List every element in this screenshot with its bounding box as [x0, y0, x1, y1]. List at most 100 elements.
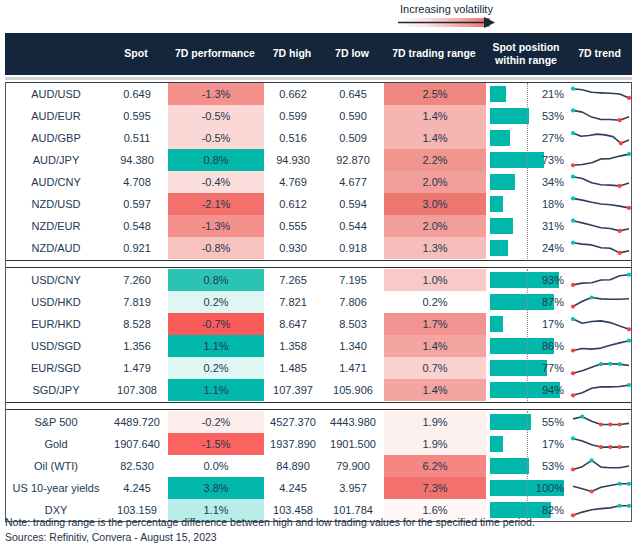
position-bar	[490, 414, 531, 430]
table-row[interactable]: NZD/USD 0.597 -2.1% 0.612 0.594 3.0% 18%	[6, 193, 631, 215]
trading-range-cell: 2.2%	[384, 149, 486, 171]
table-row[interactable]: Gold 1907.640 -1.5% 1937.890 1901.500 1.…	[6, 433, 631, 455]
performance-cell: 0.0%	[168, 455, 264, 477]
footnotes: Note: trading range is the percentage di…	[5, 515, 535, 545]
performance-cell: -0.4%	[168, 171, 264, 193]
instrument-label: AUD/CNY	[6, 171, 106, 193]
trend-sparkline	[568, 477, 633, 499]
instrument-label: AUD/USD	[6, 83, 106, 105]
table-row[interactable]: AUD/GBP 0.511 -0.5% 0.516 0.509 1.4% 27%	[6, 127, 631, 149]
high-value: 94.930	[264, 149, 322, 171]
table-row[interactable]: USD/HKD 7.819 0.2% 7.821 7.806 0.2% 87%	[6, 291, 631, 313]
performance-cell: 1.1%	[168, 379, 264, 401]
trading-range-cell: 6.2%	[384, 455, 486, 477]
position-bar	[490, 86, 506, 102]
position-bar	[490, 436, 503, 452]
position-label: 17%	[542, 433, 564, 455]
high-value: 4527.370	[264, 411, 322, 433]
table-row[interactable]: AUD/USD 0.649 -1.3% 0.662 0.645 2.5% 21%	[6, 83, 631, 105]
low-value: 0.590	[322, 105, 384, 127]
header-spot-position: Spot position within range	[485, 33, 567, 75]
table-row[interactable]: SGD/JPY 107.308 1.1% 107.397 105.906 1.4…	[6, 379, 631, 401]
table-header-row: Spot 7D performance 7D high 7D low 7D tr…	[5, 33, 632, 75]
spot-value: 0.597	[106, 193, 168, 215]
volatility-gradient-bar	[398, 18, 490, 27]
high-value: 4.245	[264, 477, 322, 499]
trading-range-cell: 1.4%	[384, 379, 486, 401]
high-value: 7.265	[264, 269, 322, 291]
position-label: 86%	[542, 335, 564, 357]
table-row[interactable]: NZD/AUD 0.921 -0.8% 0.930 0.918 1.3% 24%	[6, 237, 631, 259]
spot-value: 107.308	[106, 379, 168, 401]
trend-sparkline	[568, 105, 633, 127]
spot-value: 8.528	[106, 313, 168, 335]
spot-value: 4.245	[106, 477, 168, 499]
low-value: 0.594	[322, 193, 384, 215]
trading-range-cell: 7.3%	[384, 477, 486, 499]
high-value: 0.662	[264, 83, 322, 105]
volatility-legend: Increasing volatility	[398, 3, 528, 27]
table-body: AUD/USD 0.649 -1.3% 0.662 0.645 2.5% 21%…	[5, 82, 632, 522]
performance-cell: -1.3%	[168, 215, 264, 237]
low-value: 105.906	[322, 379, 384, 401]
trading-range-cell: 2.5%	[384, 83, 486, 105]
position-label: 93%	[542, 269, 564, 291]
spot-value: 94.380	[106, 149, 168, 171]
table-row[interactable]: S&P 500 4489.720 -0.2% 4527.370 4443.980…	[6, 411, 631, 433]
low-value: 0.544	[322, 215, 384, 237]
high-value: 1937.890	[264, 433, 322, 455]
trading-range-cell: 1.4%	[384, 335, 486, 357]
table-row[interactable]: NZD/EUR 0.548 -1.3% 0.555 0.544 2.0% 31%	[6, 215, 631, 237]
position-label: 55%	[542, 411, 564, 433]
table-section: AUD/USD 0.649 -1.3% 0.662 0.645 2.5% 21%…	[6, 83, 631, 259]
position-bar	[490, 130, 510, 146]
performance-cell: 0.2%	[168, 291, 264, 313]
low-value: 0.509	[322, 127, 384, 149]
instrument-label: AUD/EUR	[6, 105, 106, 127]
table-row[interactable]: EUR/SGD 1.479 0.2% 1.485 1.471 0.7% 77%	[6, 357, 631, 379]
performance-cell: -1.5%	[168, 433, 264, 455]
performance-cell: 0.8%	[168, 269, 264, 291]
instrument-label: AUD/GBP	[6, 127, 106, 149]
fx-volatility-report: Increasing volatility Spot 7D performanc…	[0, 0, 637, 546]
position-label: 27%	[542, 127, 564, 149]
table-row[interactable]: AUD/JPY 94.380 0.8% 94.930 92.870 2.2% 7…	[6, 149, 631, 171]
table-row[interactable]: AUD/EUR 0.595 -0.5% 0.599 0.590 1.4% 53%	[6, 105, 631, 127]
trading-range-cell: 1.7%	[384, 313, 486, 335]
position-bar	[490, 108, 529, 124]
instrument-label: USD/SGD	[6, 335, 106, 357]
trend-sparkline	[568, 149, 633, 171]
trend-sparkline	[568, 433, 633, 455]
table-row[interactable]: EUR/HKD 8.528 -0.7% 8.647 8.503 1.7% 17%	[6, 313, 631, 335]
legend-label: Increasing volatility	[398, 3, 528, 15]
spot-value: 0.548	[106, 215, 168, 237]
high-value: 0.555	[264, 215, 322, 237]
instrument-label: AUD/JPY	[6, 149, 106, 171]
position-label: 77%	[542, 357, 564, 379]
table-row[interactable]: USD/CNY 7.260 0.8% 7.265 7.195 1.0% 93%	[6, 269, 631, 291]
trend-sparkline	[568, 411, 633, 433]
high-value: 1.485	[264, 357, 322, 379]
performance-cell: -0.5%	[168, 127, 264, 149]
section-separator	[6, 260, 631, 268]
instrument-label: EUR/SGD	[6, 357, 106, 379]
trading-range-cell: 3.0%	[384, 193, 486, 215]
table-row[interactable]: AUD/CNY 4.708 -0.4% 4.769 4.677 2.0% 34%	[6, 171, 631, 193]
position-bar	[490, 218, 513, 234]
low-value: 1901.500	[322, 433, 384, 455]
instrument-label: NZD/AUD	[6, 237, 106, 259]
high-value: 8.647	[264, 313, 322, 335]
table-row[interactable]: USD/SGD 1.356 1.1% 1.358 1.340 1.4% 86%	[6, 335, 631, 357]
table-section: S&P 500 4489.720 -0.2% 4527.370 4443.980…	[6, 411, 631, 521]
trend-sparkline	[568, 127, 633, 149]
performance-cell: -0.7%	[168, 313, 264, 335]
low-value: 4.677	[322, 171, 384, 193]
high-value: 0.599	[264, 105, 322, 127]
range-midline	[527, 411, 528, 521]
performance-cell: -2.1%	[168, 193, 264, 215]
table-row[interactable]: Oil (WTI) 82.530 0.0% 84.890 79.900 6.2%…	[6, 455, 631, 477]
table-row[interactable]: US 10-year yields 4.245 3.8% 4.245 3.957…	[6, 477, 631, 499]
trend-sparkline	[568, 499, 633, 521]
spot-value: 4.708	[106, 171, 168, 193]
trading-range-cell: 1.4%	[384, 105, 486, 127]
